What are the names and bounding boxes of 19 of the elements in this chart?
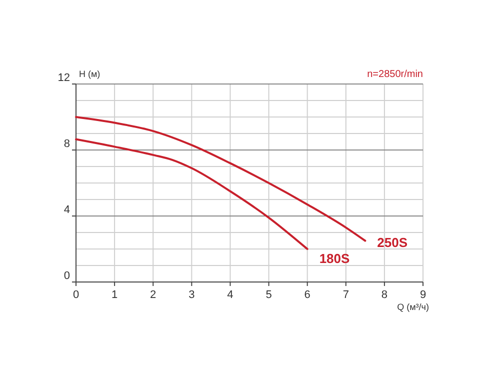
text: n=2850r/min — [367, 69, 423, 80]
x-tick-label: 8 — [381, 289, 388, 301]
x-tick-label: 5 — [266, 289, 272, 301]
y-axis-title: H (м) — [79, 69, 100, 79]
y-tick-label: 4 — [64, 204, 70, 216]
y-tick-label: 12 — [58, 72, 70, 84]
x-tick-label: 1 — [111, 289, 118, 301]
y-tick-label: 0 — [64, 270, 70, 282]
series-label: 250S — [377, 234, 408, 250]
series-label: 180S — [319, 251, 350, 266]
x-tick-label: 6 — [304, 289, 310, 301]
x-tick-label: 7 — [342, 289, 349, 301]
y-tick-label: 8 — [64, 138, 70, 150]
x-axis-title: Q (м³/ч) — [397, 302, 429, 312]
x-tick-label: 0 — [72, 289, 80, 301]
x-tick-label: 4 — [227, 289, 234, 301]
x-tick-label: 9 — [420, 289, 426, 301]
x-tick-label: 2 — [150, 289, 156, 301]
x-tick-label: 3 — [188, 289, 195, 301]
